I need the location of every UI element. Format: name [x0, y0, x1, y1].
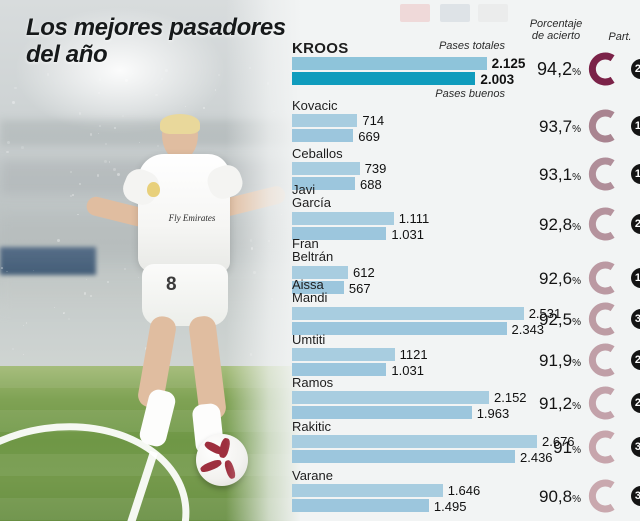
- accuracy-ring: [587, 261, 621, 295]
- accuracy-ring: [587, 343, 621, 377]
- bar-total-passes: [292, 114, 357, 127]
- player-name: Rakitic: [292, 420, 331, 433]
- bar-total-passes: [292, 307, 524, 320]
- participation-badge: 19: [631, 164, 640, 184]
- accuracy-ring-icon: [587, 302, 621, 336]
- data-panel: Porcentaje de acierto Part. Pases totale…: [285, 0, 640, 521]
- bar-total-passes: [292, 57, 487, 70]
- watermark-logo: [400, 4, 430, 22]
- player-name: KROOS: [292, 42, 349, 55]
- participation-badge: 24: [631, 214, 640, 234]
- player-name: Javi García: [292, 183, 331, 209]
- value-total-passes: 1.646: [448, 484, 481, 497]
- player-name: Ceballos: [292, 147, 343, 160]
- column-header-percent: Porcentaje de acierto: [517, 18, 595, 42]
- value-good-passes: 1.031: [391, 228, 424, 241]
- legend-total-passes: Pases totales: [395, 40, 505, 52]
- value-good-passes: 567: [349, 282, 371, 295]
- bar-total-passes: [292, 484, 443, 497]
- jersey-sponsor: Fly Emirates: [164, 214, 220, 223]
- value-good-passes: 1.031: [391, 364, 424, 377]
- player-name: Fran Beltrán: [292, 237, 333, 263]
- accuracy-percent: 94,2%: [507, 61, 581, 81]
- watermark-logo: [440, 4, 470, 22]
- accuracy-ring-icon: [587, 207, 621, 241]
- accuracy-percent: 92,8%: [507, 216, 581, 236]
- bar-total-passes: [292, 212, 394, 225]
- page-title: Los mejores pasadores del año: [26, 14, 286, 68]
- accuracy-ring-icon: [587, 261, 621, 295]
- participation-badge: 34: [631, 437, 640, 457]
- bar-total-passes: [292, 435, 537, 448]
- accuracy-ring-icon: [587, 386, 621, 420]
- accuracy-percent: 92,6%: [507, 270, 581, 290]
- accuracy-ring-icon: [587, 479, 621, 513]
- bar-total-passes: [292, 391, 489, 404]
- accuracy-ring-icon: [587, 343, 621, 377]
- participation-badge: 30: [631, 486, 640, 506]
- value-good-passes: 688: [360, 178, 382, 191]
- legend-good-passes: Pases buenos: [395, 88, 505, 100]
- value-good-passes: 669: [358, 130, 380, 143]
- player-name: Varane: [292, 469, 333, 482]
- value-total-passes: 739: [365, 162, 387, 175]
- accuracy-ring: [587, 386, 621, 420]
- player-shorts: [142, 264, 228, 326]
- participation-badge: 36: [631, 309, 640, 329]
- watermark-logo: [478, 4, 508, 22]
- participation-badge: 26: [631, 59, 640, 79]
- bar-total-passes: [292, 348, 395, 361]
- column-header-participation: Part.: [601, 31, 639, 43]
- value-total-passes: 1121: [400, 348, 428, 361]
- bar-total-passes: [292, 162, 360, 175]
- player-hair: [160, 114, 200, 134]
- player-name: Aissa Mandi: [292, 278, 327, 304]
- player-name: Umtiti: [292, 333, 325, 346]
- accuracy-percent: 90,8%: [507, 488, 581, 508]
- value-good-passes: 1.495: [434, 500, 467, 513]
- accuracy-ring: [587, 109, 621, 143]
- participation-badge: 29: [631, 393, 640, 413]
- accuracy-ring: [587, 302, 621, 336]
- accuracy-ring-icon: [587, 157, 621, 191]
- accuracy-percent: 91,2%: [507, 395, 581, 415]
- accuracy-ring-icon: [587, 109, 621, 143]
- accuracy-percent: 93,7%: [507, 118, 581, 138]
- player-name: Ramos: [292, 376, 333, 389]
- accuracy-ring: [587, 479, 621, 513]
- watermark-logos: [400, 2, 520, 24]
- value-good-passes: 1.963: [477, 407, 510, 420]
- participation-badge: 20: [631, 350, 640, 370]
- accuracy-ring: [587, 157, 621, 191]
- advertising-board: [0, 247, 96, 275]
- bar-good-passes: [292, 129, 353, 142]
- accuracy-ring: [587, 52, 621, 86]
- value-total-passes: 612: [353, 266, 375, 279]
- player-name: Kovacic: [292, 99, 338, 112]
- accuracy-percent: 91,9%: [507, 352, 581, 372]
- accuracy-ring-icon: [587, 430, 621, 464]
- value-total-passes: 1.111: [399, 212, 430, 225]
- player-photo: Fly Emirates 8: [0, 0, 300, 521]
- accuracy-ring: [587, 430, 621, 464]
- accuracy-percent: 92,5%: [507, 311, 581, 331]
- accuracy-ring: [587, 207, 621, 241]
- player-number: 8: [166, 274, 177, 296]
- participation-badge: 17: [631, 116, 640, 136]
- club-crest: [147, 182, 160, 197]
- accuracy-percent: 91%: [507, 439, 581, 459]
- bar-good-passes: [292, 406, 472, 419]
- bar-good-passes: [292, 499, 429, 512]
- accuracy-ring-icon: [587, 52, 621, 86]
- infographic-root: Fly Emirates 8 Los mejores pasadores del…: [0, 0, 640, 521]
- bar-good-passes: [292, 72, 475, 85]
- bar-good-passes: [292, 450, 515, 463]
- accuracy-percent: 93,1%: [507, 166, 581, 186]
- value-total-passes: 714: [362, 114, 384, 127]
- participation-badge: 16: [631, 268, 640, 288]
